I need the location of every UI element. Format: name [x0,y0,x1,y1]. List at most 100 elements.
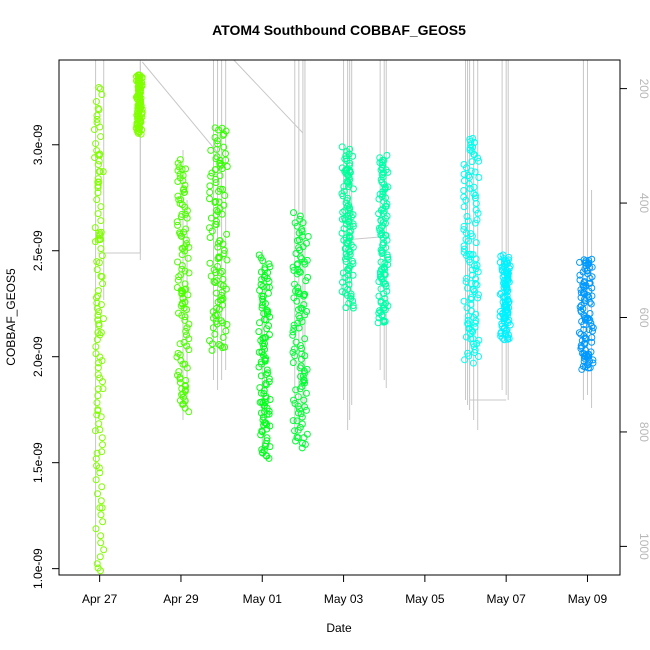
data-point [343,220,351,228]
data-point [342,258,350,266]
data-point [99,441,107,449]
data-point [467,230,475,238]
data-point [302,389,310,397]
data-point [289,331,297,339]
data-point [92,294,100,302]
data-point [290,294,298,302]
data-point [214,262,222,270]
data-point [255,251,263,259]
data-point [220,143,228,151]
data-point [97,301,105,309]
data-point [383,287,391,295]
data-point [212,175,220,183]
data-point [181,313,189,321]
data-point [100,546,108,554]
data-point [223,230,231,238]
data-point [470,190,478,198]
data-point [94,105,102,113]
data-point [460,193,468,201]
data-point [94,407,102,415]
data-point [377,266,385,274]
data-point [182,327,190,335]
data-point [292,250,300,258]
data-point [301,335,309,343]
data-point [379,210,387,218]
data-point [588,273,596,281]
data-point [296,212,304,220]
data-point [345,233,353,241]
data-point [93,115,101,123]
data-point [216,296,224,304]
data-point [211,133,219,141]
data-point [340,187,348,195]
data-point [346,250,354,258]
data-point [499,334,507,342]
data-point [299,378,307,386]
data-point [293,433,301,441]
data-point [502,306,510,314]
data-point [349,222,357,230]
data-point [94,292,102,300]
data-point [135,102,143,110]
data-point [94,564,102,572]
y-axis-label: COBBAF_GEOS5 [4,268,18,366]
data-point [95,320,103,328]
data-point [257,389,265,397]
data-point [584,360,592,368]
data-point [212,311,220,319]
data-point [99,518,107,526]
data-point [95,420,103,428]
data-point [469,285,477,293]
transit-line [141,61,220,156]
data-point [300,377,308,385]
data-point [217,342,225,350]
data-point [264,289,272,297]
data-point [499,251,507,259]
data-point [472,275,480,283]
data-point [580,339,588,347]
data-point [460,297,468,305]
data-point [216,172,224,180]
data-point [257,268,265,276]
data-point [588,292,596,300]
data-point [213,304,221,312]
data-point [585,353,593,361]
data-point [291,352,299,360]
altitude-profile-lines [95,59,593,565]
data-point [261,419,269,427]
data-point [97,511,105,519]
data-point [584,364,592,372]
data-point [180,338,188,346]
data-point [342,170,350,178]
data-point [346,222,354,230]
data-point [460,170,468,178]
data-point [134,128,142,136]
data-point [377,308,385,316]
data-point [304,232,312,240]
data-point [136,117,144,125]
data-point [460,187,468,195]
data-point [134,111,142,119]
data-point [179,400,187,408]
data-point [93,560,101,568]
data-point [294,266,302,274]
data-point [95,232,103,240]
data-point [470,151,478,159]
data-point [94,210,102,218]
data-point [222,327,230,335]
data-point [96,85,104,93]
data-point [182,240,190,248]
data-point [174,167,182,175]
data-point [182,376,190,384]
data-points [90,71,597,575]
data-point [297,372,305,380]
data-point [263,283,271,291]
data-point [338,143,346,151]
data-point [472,200,480,208]
data-point [212,269,220,277]
data-point [342,166,350,174]
x-tick-label: May 05 [405,592,445,606]
data-point [298,304,306,312]
data-point [261,442,269,450]
data-point [216,269,224,277]
